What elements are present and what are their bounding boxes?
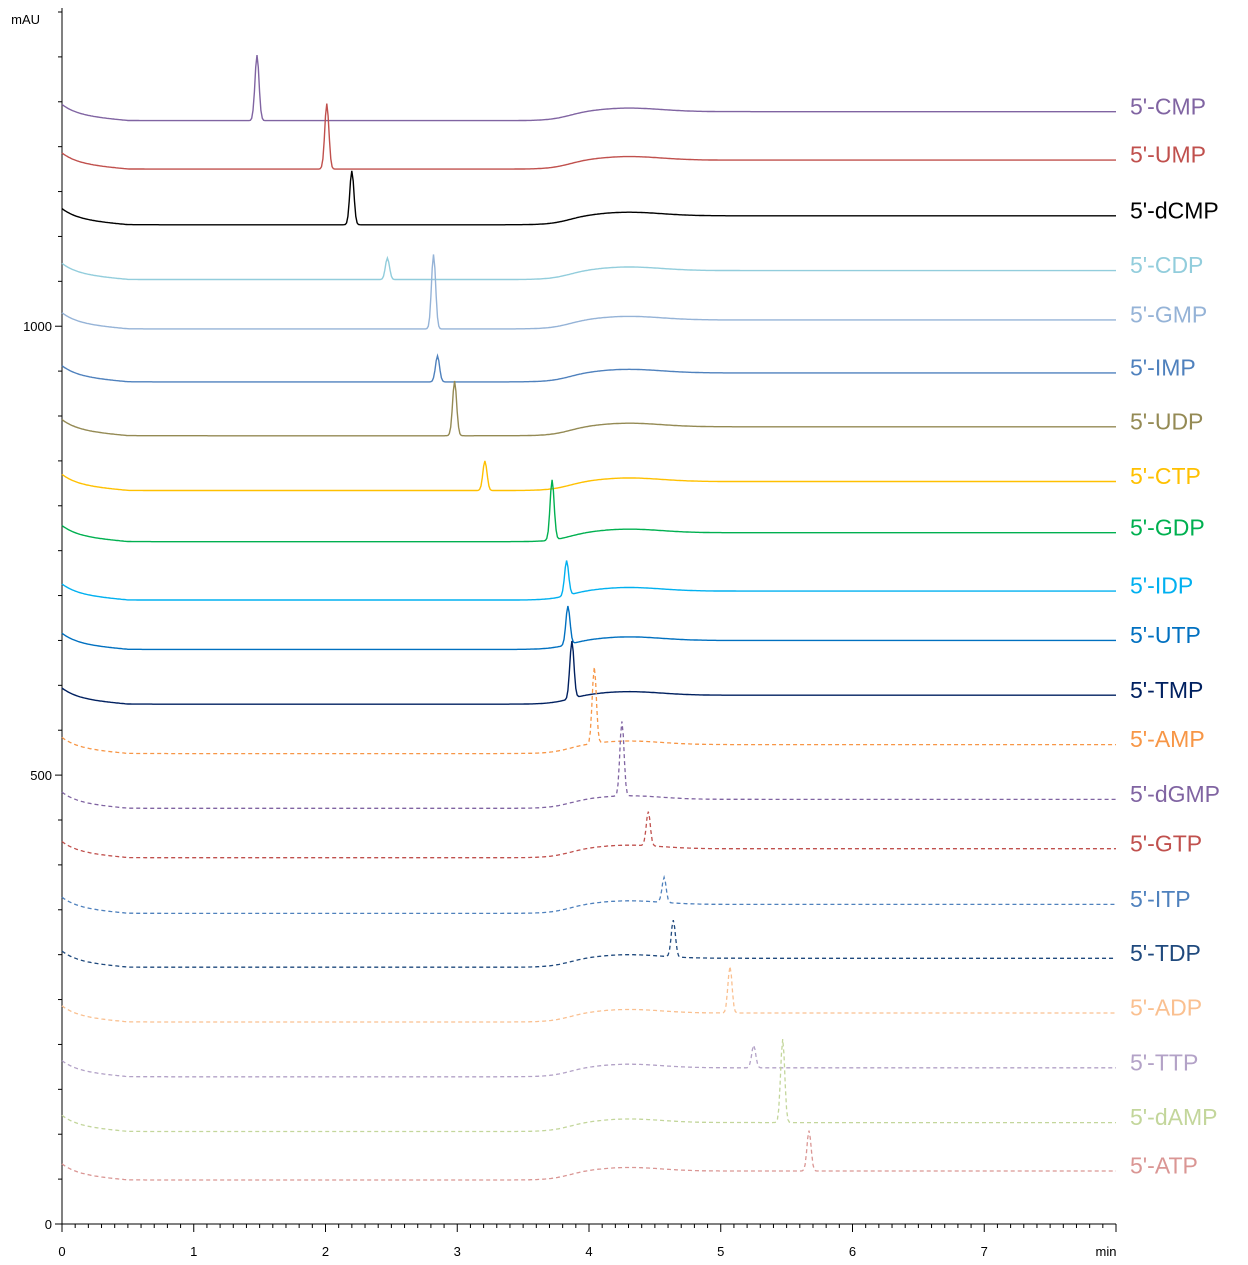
x-tick-label: 1	[190, 1244, 197, 1259]
trace-line	[61, 103, 1116, 170]
trace-line	[61, 254, 1116, 330]
trace-line	[61, 479, 1116, 543]
trace-label: 5'-TMP	[1130, 677, 1203, 703]
trace-label: 5'-UMP	[1130, 142, 1206, 168]
trace-line	[61, 55, 1116, 122]
trace-line	[61, 380, 1116, 437]
trace-label: 5'-dGMP	[1130, 781, 1220, 807]
trace-label: 5'-UTP	[1130, 622, 1201, 648]
trace-line	[61, 170, 1116, 226]
trace-label: 5'-ADP	[1130, 995, 1202, 1021]
x-axis-title: min	[1096, 1244, 1117, 1259]
trace-label: 5'-ITP	[1130, 886, 1191, 912]
trace-line	[61, 1043, 1116, 1078]
x-tick-label: 2	[322, 1244, 329, 1259]
y-tick-label: 1000	[23, 319, 52, 334]
trace-line	[61, 353, 1116, 383]
trace-label: 5'-ATP	[1130, 1153, 1198, 1179]
trace-label: 5'-GMP	[1130, 302, 1207, 328]
trace-line	[61, 874, 1116, 915]
trace-label: 5'-CDP	[1130, 252, 1203, 278]
y-axis-title: mAU	[11, 12, 40, 27]
trace-label: 5'-IDP	[1130, 573, 1193, 599]
x-tick-label: 6	[849, 1244, 856, 1259]
trace-line	[61, 560, 1116, 601]
trace-line	[61, 721, 1116, 809]
x-tick-label: 5	[717, 1244, 724, 1259]
trace-line	[61, 1039, 1116, 1133]
trace-label: 5'-TDP	[1130, 940, 1201, 966]
trace-label: 5'-UDP	[1130, 408, 1203, 434]
y-tick-label: 0	[45, 1217, 52, 1232]
x-tick-label: 0	[58, 1244, 65, 1259]
trace-line	[61, 919, 1116, 968]
y-tick-label: 500	[30, 768, 52, 783]
trace-line	[61, 666, 1116, 755]
trace-line	[61, 640, 1116, 705]
trace-labels: 5'-CMP 5'-UMP 5'-dCMP 5'-CDP 5'-GMP 5'-IMP 5'-…	[1130, 93, 1220, 1178]
trace-label: 5'-CTP	[1130, 463, 1201, 489]
traces	[61, 55, 1116, 1181]
axes: 0 500 1000 mAU 0 1 2 3 4 5 6 7 min	[11, 8, 1117, 1259]
trace-label: 5'-AMP	[1130, 726, 1205, 752]
trace-label: 5'-dCMP	[1130, 197, 1219, 223]
trace-label: 5'-dAMP	[1130, 1104, 1217, 1130]
trace-line	[61, 966, 1116, 1023]
x-tick-label: 4	[585, 1244, 592, 1259]
trace-label: 5'-GDP	[1130, 514, 1205, 540]
trace-label: 5'-CMP	[1130, 93, 1206, 119]
trace-line	[61, 811, 1116, 859]
trace-label: 5'-TTP	[1130, 1049, 1198, 1075]
trace-line	[61, 255, 1116, 281]
x-tick-label: 3	[454, 1244, 461, 1259]
trace-line	[61, 1130, 1116, 1181]
trace-label: 5'-IMP	[1130, 355, 1196, 381]
trace-label: 5'-GTP	[1130, 830, 1202, 856]
trace-line	[61, 605, 1116, 651]
trace-line	[61, 460, 1116, 492]
x-tick-label: 7	[981, 1244, 988, 1259]
